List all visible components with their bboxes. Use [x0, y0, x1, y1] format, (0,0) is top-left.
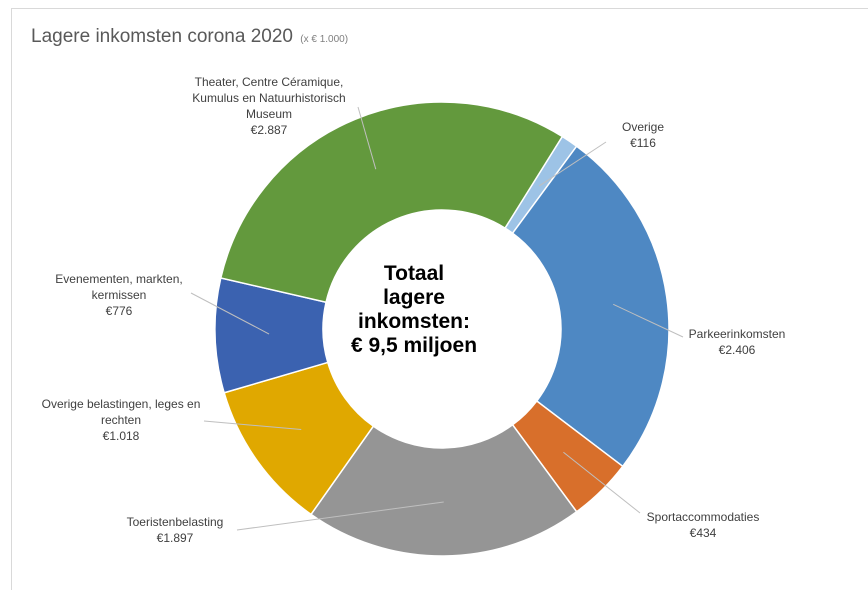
chart-title: Lagere inkomsten corona 2020 (x € 1.000): [31, 26, 348, 48]
label-toeristenbelasting-name: Toeristenbelasting: [126, 515, 224, 529]
label-sportaccommodaties-value: €434: [689, 526, 717, 540]
label-sportaccommodaties: Sportaccommodaties €434: [638, 509, 768, 541]
center-line-4: € 9,5 miljoen: [350, 334, 478, 357]
leader-line-overige: [538, 141, 607, 187]
label-overige-belastingen-name: Overige belastingen, leges en rechten: [41, 397, 201, 427]
label-parkeerinkomsten-value: €2.406: [718, 343, 756, 357]
leader-line-theater: [357, 106, 377, 170]
center-line-2: lagere: [383, 286, 445, 309]
label-parkeerinkomsten-name: Parkeerinkomsten: [688, 327, 786, 341]
center-text: Totaal lagere inkomsten: € 9,5 miljoen: [337, 262, 491, 358]
leader-line-sportaccommodaties: [563, 451, 641, 514]
label-theater-name: Theater, Centre Céramique, Kumulus en Na…: [192, 75, 346, 121]
slice-toeristenbelasting: [309, 423, 578, 557]
label-toeristenbelasting: Toeristenbelasting €1.897: [115, 514, 235, 546]
center-line-3: inkomsten:: [357, 310, 470, 333]
label-overige-belastingen-value: €1.018: [102, 429, 140, 443]
slice-theater: [219, 101, 564, 304]
chart-subtitle: (x € 1.000): [300, 34, 349, 45]
leader-line-toeristenbelasting: [236, 501, 444, 531]
leader-line-overige-belastingen: [203, 420, 302, 431]
label-toeristenbelasting-value: €1.897: [156, 531, 194, 545]
label-theater: Theater, Centre Céramique, Kumulus en Na…: [180, 74, 358, 138]
label-sportaccommodaties-name: Sportaccommodaties: [646, 510, 760, 524]
leader-line-parkeerinkomsten: [613, 303, 684, 338]
center-line-1: Totaal: [383, 262, 445, 285]
label-overige-belastingen: Overige belastingen, leges en rechten €1…: [38, 396, 204, 444]
label-overige-name: Overige: [621, 120, 665, 134]
label-evenementen-name: Evenementen, markten, kermissen: [55, 272, 183, 302]
chart-frame: [11, 8, 868, 590]
label-evenementen: Evenementen, markten, kermissen €776: [49, 271, 189, 319]
label-evenementen-value: €776: [105, 304, 133, 318]
chart-title-text: Lagere inkomsten corona 2020: [31, 26, 293, 47]
label-overige-value: €116: [630, 136, 656, 150]
label-theater-value: €2.887: [250, 123, 288, 137]
label-parkeerinkomsten: Parkeerinkomsten €2.406: [682, 326, 792, 358]
label-overige: Overige €116: [608, 119, 678, 151]
slice-parkeerinkomsten: [511, 145, 670, 468]
leader-line-evenementen: [190, 292, 270, 335]
